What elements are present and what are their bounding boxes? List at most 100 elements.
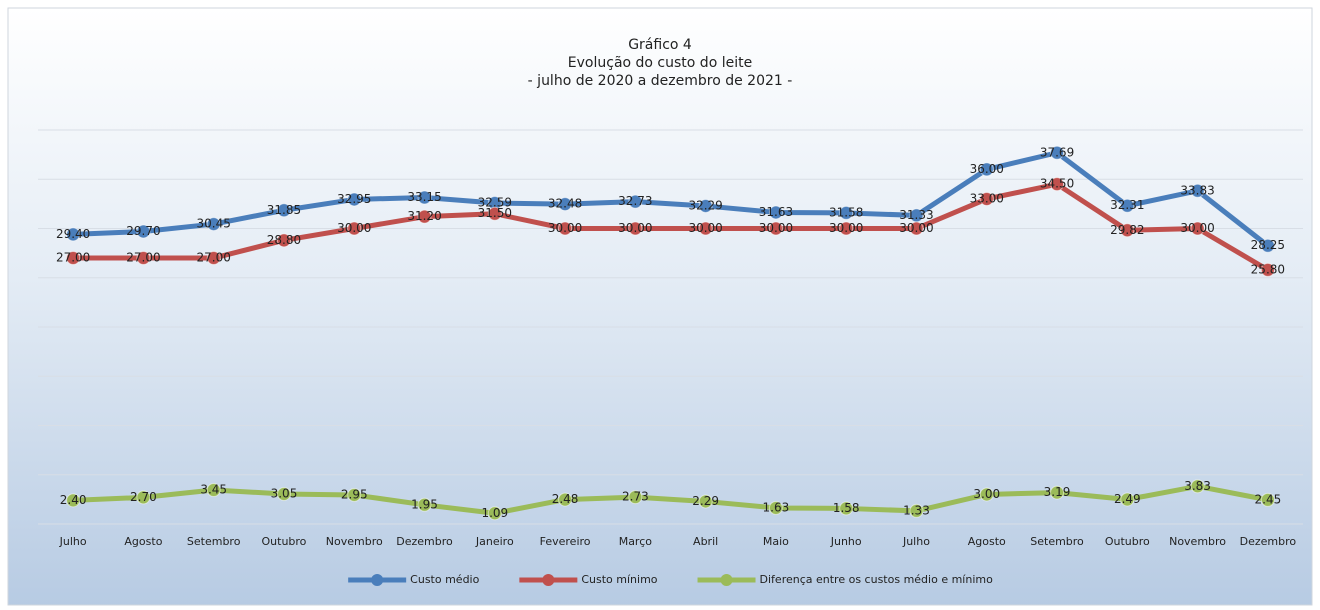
data-point (417, 190, 432, 205)
x-tick-label: Outubro (262, 535, 307, 548)
x-tick-label: Setembro (187, 535, 241, 548)
data-point (347, 221, 362, 236)
data-point (768, 205, 783, 220)
legend-item: Custo médio (348, 573, 480, 586)
data-label: 1.95 (411, 497, 438, 511)
data-point (558, 197, 573, 212)
data-point (1260, 238, 1275, 253)
data-point (66, 251, 81, 266)
data-point (979, 487, 994, 502)
chart-title: Gráfico 4 (628, 37, 692, 53)
data-label: 29.82 (1110, 223, 1144, 237)
x-tick-label: Novembro (326, 535, 383, 548)
data-label: 1.58 (833, 501, 860, 515)
data-point (347, 487, 362, 502)
data-point (839, 501, 854, 516)
legend-marker (371, 574, 384, 586)
data-point (1260, 492, 1275, 507)
data-label: 2.45 (1255, 492, 1282, 506)
data-label: 3.45 (200, 483, 227, 497)
x-tick-label: Julho (902, 535, 930, 548)
data-label: 2.40 (60, 493, 87, 507)
data-label: 32.95 (337, 192, 371, 206)
legend-label: Diferença entre os custos médio e mínimo (760, 573, 994, 586)
data-label: 37.69 (1040, 145, 1074, 159)
data-point (1050, 177, 1065, 192)
data-point (136, 251, 151, 266)
x-tick-label: Outubro (1105, 535, 1150, 548)
data-point (698, 221, 713, 236)
chart-background (7, 7, 1313, 606)
x-tick-label: Dezembro (1240, 535, 1297, 548)
data-label: 27.00 (56, 251, 90, 265)
data-point (276, 203, 291, 218)
data-label: 2.49 (1114, 492, 1141, 506)
data-label: 31.63 (759, 205, 793, 219)
legend-marker (542, 574, 555, 586)
data-label: 30.00 (688, 221, 722, 235)
data-label: 2.48 (552, 492, 579, 506)
data-label: 2.95 (341, 487, 368, 501)
data-label: 31.33 (899, 208, 933, 222)
data-label: 30.00 (1180, 221, 1214, 235)
data-label: 30.00 (618, 221, 652, 235)
data-label: 30.00 (337, 221, 371, 235)
data-point (276, 233, 291, 248)
data-label: 27.00 (126, 251, 160, 265)
data-label: 30.45 (197, 217, 231, 231)
legend-label: Custo mínimo (581, 573, 657, 586)
x-tick-label: Agosto (968, 535, 1006, 548)
data-point (698, 198, 713, 213)
data-label: 30.00 (829, 221, 863, 235)
data-label: 27.00 (197, 251, 231, 265)
data-point (768, 221, 783, 236)
data-point (558, 492, 573, 507)
data-label: 30.00 (548, 221, 582, 235)
data-label: 33.00 (970, 191, 1004, 205)
data-label: 33.83 (1180, 183, 1214, 197)
data-point (417, 209, 432, 224)
data-point (1120, 492, 1135, 507)
x-tick-label: Junho (830, 535, 862, 548)
data-point (628, 490, 643, 505)
data-point (136, 490, 151, 505)
x-tick-label: Julho (59, 535, 87, 548)
data-point (136, 224, 151, 239)
legend-item: Diferença entre os custos médio e mínimo (697, 573, 994, 586)
data-point (1120, 198, 1135, 213)
data-point (66, 493, 81, 508)
data-point (698, 494, 713, 509)
data-label: 28.25 (1251, 238, 1285, 252)
data-label: 32.73 (618, 194, 652, 208)
series-line (73, 150, 1270, 248)
x-tick-label: Abril (693, 535, 718, 548)
data-label: 30.00 (759, 221, 793, 235)
data-point (558, 221, 573, 236)
data-point (979, 191, 994, 206)
data-label: 3.19 (1044, 485, 1071, 499)
data-label: 31.50 (478, 206, 512, 220)
chart-subtitle: Evolução do custo do leite (568, 55, 752, 71)
x-tick-label: Fevereiro (540, 535, 591, 548)
data-point (206, 217, 221, 232)
series-line (73, 181, 1270, 273)
data-label: 31.20 (407, 209, 441, 223)
legend-item: Custo mínimo (519, 573, 658, 586)
legend-label: Custo médio (410, 573, 479, 586)
data-point (1190, 221, 1205, 236)
data-point (909, 503, 924, 518)
data-label: 2.29 (692, 494, 719, 508)
data-point (839, 205, 854, 220)
data-label: 1.09 (481, 506, 508, 520)
data-point (1260, 262, 1275, 277)
data-point (206, 483, 221, 498)
data-label: 3.05 (271, 486, 298, 500)
data-point (1050, 145, 1065, 160)
data-point (768, 500, 783, 515)
data-point (909, 221, 924, 236)
data-point (628, 194, 643, 209)
x-tick-label: Março (619, 535, 653, 548)
data-label: 2.70 (130, 490, 157, 504)
legend-marker (720, 574, 733, 586)
